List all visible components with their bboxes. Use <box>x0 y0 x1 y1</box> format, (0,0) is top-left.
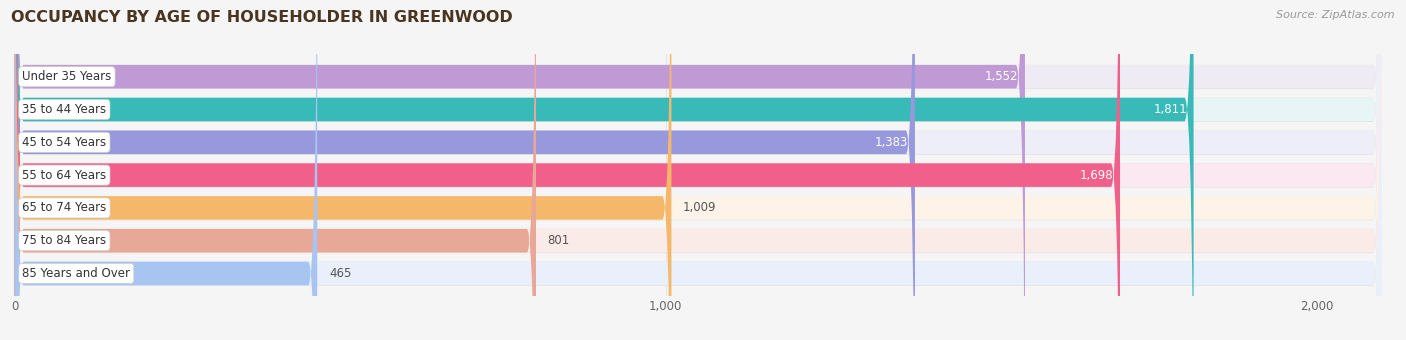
Text: 75 to 84 Years: 75 to 84 Years <box>22 234 107 247</box>
Text: OCCUPANCY BY AGE OF HOUSEHOLDER IN GREENWOOD: OCCUPANCY BY AGE OF HOUSEHOLDER IN GREEN… <box>11 10 513 25</box>
Text: 45 to 54 Years: 45 to 54 Years <box>22 136 107 149</box>
FancyBboxPatch shape <box>14 0 672 340</box>
FancyBboxPatch shape <box>14 0 1382 340</box>
FancyBboxPatch shape <box>14 0 1382 340</box>
Text: Under 35 Years: Under 35 Years <box>22 70 111 83</box>
FancyBboxPatch shape <box>14 0 1382 340</box>
Text: 85 Years and Over: 85 Years and Over <box>22 267 131 280</box>
Text: 801: 801 <box>548 234 569 247</box>
FancyBboxPatch shape <box>14 0 318 340</box>
Text: Source: ZipAtlas.com: Source: ZipAtlas.com <box>1277 10 1395 20</box>
FancyBboxPatch shape <box>14 0 1382 340</box>
FancyBboxPatch shape <box>14 0 1382 340</box>
FancyBboxPatch shape <box>14 0 1382 340</box>
FancyBboxPatch shape <box>14 0 1382 340</box>
FancyBboxPatch shape <box>14 0 1382 340</box>
FancyBboxPatch shape <box>14 0 1194 340</box>
FancyBboxPatch shape <box>14 0 1121 340</box>
Text: 1,698: 1,698 <box>1080 169 1114 182</box>
Text: 55 to 64 Years: 55 to 64 Years <box>22 169 107 182</box>
Text: 1,383: 1,383 <box>875 136 908 149</box>
FancyBboxPatch shape <box>14 0 1382 340</box>
FancyBboxPatch shape <box>14 0 915 340</box>
Text: 65 to 74 Years: 65 to 74 Years <box>22 201 107 215</box>
FancyBboxPatch shape <box>14 0 1025 340</box>
FancyBboxPatch shape <box>14 0 1382 340</box>
FancyBboxPatch shape <box>14 0 536 340</box>
Text: 465: 465 <box>329 267 352 280</box>
Text: 1,552: 1,552 <box>986 70 1018 83</box>
FancyBboxPatch shape <box>14 0 1382 340</box>
Text: 35 to 44 Years: 35 to 44 Years <box>22 103 107 116</box>
FancyBboxPatch shape <box>14 0 1382 340</box>
FancyBboxPatch shape <box>14 0 1382 340</box>
Text: 1,009: 1,009 <box>683 201 717 215</box>
FancyBboxPatch shape <box>14 0 1382 340</box>
Text: 1,811: 1,811 <box>1153 103 1187 116</box>
